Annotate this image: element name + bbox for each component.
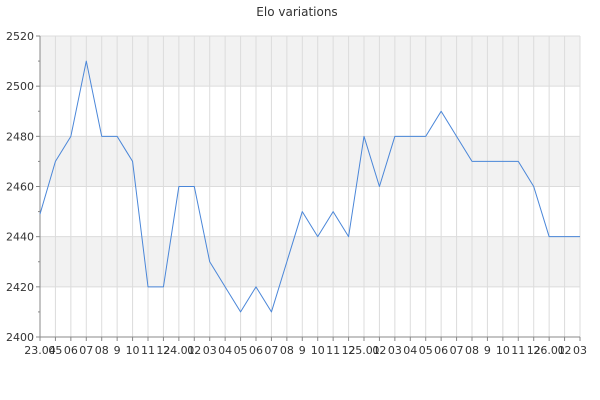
x-tick-label: 05	[48, 344, 62, 357]
x-tick-label: 11	[511, 344, 525, 357]
x-tick-label: 02	[187, 344, 201, 357]
x-tick-label: 9	[114, 344, 121, 357]
x-tick-label: 03	[203, 344, 217, 357]
x-tick-label: 04	[403, 344, 417, 357]
x-tick-label: 07	[450, 344, 464, 357]
x-tick-label: 11	[326, 344, 340, 357]
x-tick-label: 9	[299, 344, 306, 357]
x-tick-label: 12	[342, 344, 356, 357]
background-bands	[40, 36, 580, 337]
x-tick-label: 08	[95, 344, 109, 357]
x-tick-label: 03	[573, 344, 587, 357]
x-tick-label: 02	[558, 344, 572, 357]
series-layer	[39, 60, 580, 313]
x-tick-label: 07	[79, 344, 93, 357]
x-tick-label: 08	[280, 344, 294, 357]
chart-title: Elo variations	[256, 5, 337, 19]
series-line	[39, 60, 580, 313]
x-tick-label: 03	[388, 344, 402, 357]
x-tick-label: 24.01	[163, 344, 195, 357]
grid-band	[40, 36, 580, 87]
x-tick-label: 10	[126, 344, 140, 357]
x-tick-label: 10	[496, 344, 510, 357]
x-tick-label: 04	[218, 344, 232, 357]
x-tick-label: 05	[419, 344, 433, 357]
x-tick-label: 05	[234, 344, 248, 357]
y-axis-ticks: 2400 2420 2440 2460 2480 2500 2520	[6, 30, 40, 344]
x-tick-label: 12	[156, 344, 170, 357]
grid-band	[40, 86, 580, 137]
grid-band	[40, 286, 580, 337]
x-tick-label: 26.01	[533, 344, 565, 357]
y-tick-label: 2440	[6, 231, 34, 244]
x-tick-label: 23.04	[24, 344, 56, 357]
x-tick-label: 06	[64, 344, 78, 357]
grid-band	[40, 186, 580, 237]
x-tick-label: 08	[465, 344, 479, 357]
grid-band	[40, 236, 580, 287]
x-tick-label: 02	[372, 344, 386, 357]
x-tick-label: 06	[434, 344, 448, 357]
x-tick-label: 11	[141, 344, 155, 357]
y-tick-label: 2460	[6, 181, 34, 194]
x-tick-label: 25.01	[348, 344, 380, 357]
x-tick-label: 10	[311, 344, 325, 357]
y-tick-label: 2400	[6, 331, 34, 344]
y-tick-label: 2420	[6, 281, 34, 294]
x-tick-label: 12	[527, 344, 541, 357]
y-tick-label: 2520	[6, 30, 34, 43]
x-tick-label: 07	[264, 344, 278, 357]
y-tick-label: 2500	[6, 80, 34, 93]
x-tick-label: 06	[249, 344, 263, 357]
y-tick-label: 2480	[6, 130, 34, 143]
x-tick-label: 9	[484, 344, 491, 357]
